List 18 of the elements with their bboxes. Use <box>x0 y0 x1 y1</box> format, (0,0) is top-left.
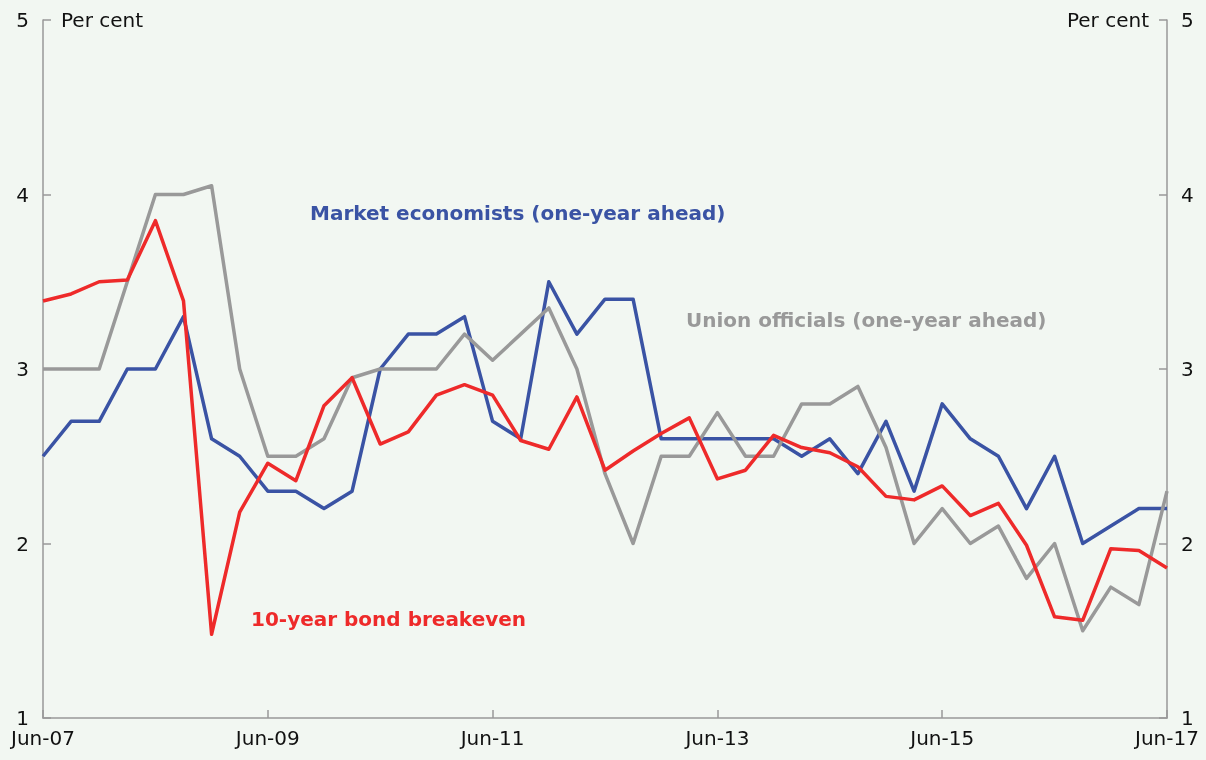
y-tick-label: 3 <box>16 357 29 381</box>
y2-tick-label: 3 <box>1181 357 1194 381</box>
x-tick-label: Jun-15 <box>908 726 975 750</box>
y-axis-title: Per cent <box>61 8 144 32</box>
y2-tick-label: 2 <box>1181 531 1194 556</box>
text: Market economists (one-year ahead) <box>310 201 726 225</box>
line-series <box>41 280 1169 546</box>
y2-axis-title: Per cent <box>1066 8 1150 32</box>
y-tick-label: 2 <box>16 531 29 556</box>
x-tick-label: Jun-09 <box>233 726 300 750</box>
y2-tick-label: 4 <box>1181 182 1194 207</box>
y2-tick-label: 5 <box>1181 8 1194 32</box>
series-label: 10-year bond breakeven <box>251 607 527 631</box>
x-tick-label: Jun-11 <box>458 726 525 750</box>
y-tick-label: 5 <box>16 8 29 32</box>
y-tick-label: 4 <box>16 182 29 207</box>
text: Union officials (one-year ahead) <box>686 308 1047 332</box>
x-tick-label: Jun-13 <box>683 726 750 750</box>
